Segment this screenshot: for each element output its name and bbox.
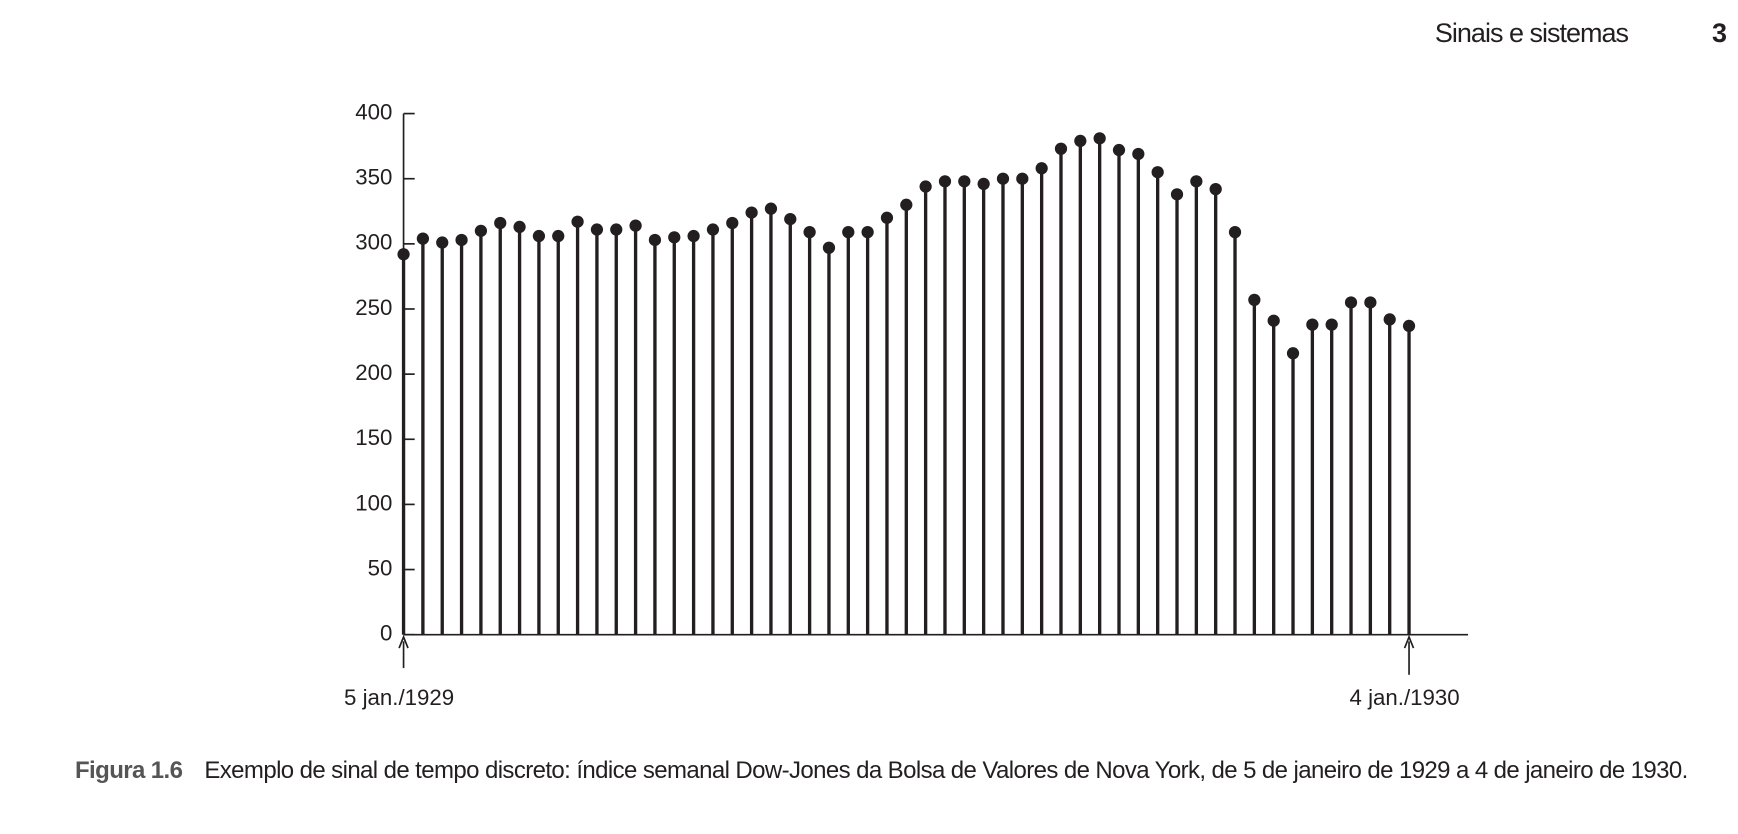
stem-marker — [706, 223, 720, 236]
y-tick-label: 400 — [355, 99, 392, 124]
arrow-head — [1403, 634, 1415, 649]
y-tick-label: 100 — [355, 490, 392, 515]
stem-marker — [803, 226, 816, 239]
stem-marker — [842, 226, 855, 239]
stem-marker — [1151, 166, 1164, 179]
stem-marker — [745, 206, 758, 219]
stem-marker — [1132, 147, 1145, 161]
stem-marker — [397, 248, 410, 261]
y-tick-label: 250 — [355, 295, 392, 320]
y-tick-label: 50 — [368, 555, 393, 580]
x-tick-label: 5 jan./1929 — [344, 685, 454, 710]
stem-marker — [436, 236, 449, 249]
stem-marker — [513, 220, 526, 234]
stem-marker — [977, 177, 990, 191]
stem-marker — [1383, 313, 1396, 326]
stem-marker — [1267, 314, 1280, 327]
page-number: 3 — [1711, 18, 1727, 48]
stem-marker — [938, 175, 952, 188]
stem-marker — [571, 215, 584, 228]
y-tick-label: 300 — [355, 230, 392, 255]
stem-marker — [822, 241, 836, 254]
stem-marker — [1093, 132, 1106, 145]
stem-marker — [552, 229, 565, 243]
stem-marker — [590, 223, 604, 236]
arrow-head — [398, 634, 409, 649]
running-header: Sinais e sistemas — [1434, 18, 1629, 48]
stem-marker — [416, 232, 430, 245]
stem-marker — [1402, 319, 1416, 333]
x-tick-label: 4 jan./1930 — [1350, 685, 1460, 710]
stem-marker — [919, 180, 932, 193]
stem-marker — [648, 233, 662, 247]
y-tick-label: 0 — [380, 621, 392, 646]
stem-marker — [1112, 143, 1126, 157]
stem-marker — [1170, 188, 1184, 201]
caption-label: Figura 1.6 — [75, 757, 183, 784]
stem-marker — [1209, 183, 1222, 196]
stem-marker — [996, 172, 1010, 185]
stem-marker — [958, 175, 971, 188]
stem-marker — [1228, 226, 1242, 239]
stem-marker — [474, 224, 488, 237]
stem-marker — [687, 229, 700, 243]
stem-marker — [1248, 293, 1261, 306]
stem-marker — [726, 216, 739, 230]
stem-marker — [668, 231, 681, 244]
stem-marker — [1035, 162, 1048, 175]
stem-marker — [1190, 175, 1203, 188]
stem-marker — [1364, 296, 1377, 309]
stem-marker — [494, 216, 507, 230]
stem-marker — [900, 198, 913, 211]
stem-marker — [629, 219, 642, 232]
stem-marker — [880, 211, 894, 224]
stem-marker — [455, 233, 468, 247]
caption-text: Exemplo de sinal de tempo discreto: índi… — [204, 757, 1688, 784]
stem-marker — [764, 202, 778, 215]
stem-marker — [1325, 318, 1338, 331]
caption: Figura 1.6 Exemplo de sinal de tempo disc… — [75, 752, 1715, 790]
stem-marker — [610, 223, 623, 236]
stem-marker — [861, 226, 874, 239]
stem-marker — [1344, 296, 1358, 309]
stem-marker — [1074, 134, 1087, 148]
y-tick-label: 200 — [355, 360, 392, 385]
stem-marker — [532, 229, 546, 243]
y-tick-label: 350 — [355, 165, 392, 190]
stem-marker — [1286, 347, 1300, 360]
stem-marker — [1054, 142, 1068, 155]
stem-marker — [1306, 318, 1319, 331]
y-tick-label: 150 — [355, 425, 392, 450]
stem-marker — [784, 212, 797, 226]
stem-marker — [1016, 172, 1029, 185]
